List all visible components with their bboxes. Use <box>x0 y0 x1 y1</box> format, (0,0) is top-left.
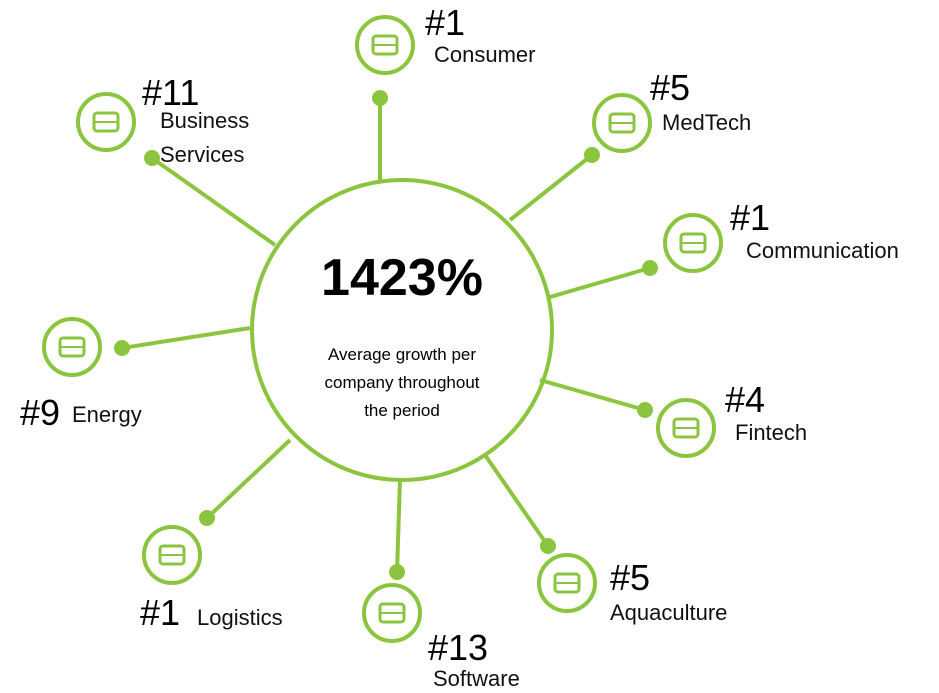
sector-label: Communication <box>746 238 899 263</box>
sector-label: Business <box>160 108 249 133</box>
center-caption: Average growth per <box>328 345 476 364</box>
sector-rank: #13 <box>428 627 488 668</box>
connector-dot <box>389 564 405 580</box>
center-circle <box>250 178 554 482</box>
connector-dot <box>372 90 388 106</box>
connector <box>549 266 651 299</box>
connector <box>150 156 277 247</box>
connector-dot <box>144 150 160 166</box>
sector-rank: #9 <box>20 392 60 433</box>
sector-rank: #1 <box>730 197 770 238</box>
sector-label: Consumer <box>434 42 535 67</box>
connector-dot <box>114 340 130 356</box>
connector-dot <box>642 260 658 276</box>
connector <box>395 479 402 573</box>
connector-dot <box>584 147 600 163</box>
connector-dot <box>637 402 653 418</box>
center-caption: company throughout <box>325 373 480 392</box>
connector-dot <box>199 510 215 526</box>
connector <box>205 438 292 520</box>
center-value: 1423% <box>321 249 483 307</box>
sector-label: Services <box>160 142 244 167</box>
sector-rank: #11 <box>142 72 199 113</box>
connector <box>483 453 550 548</box>
sector-label: Software <box>433 666 520 691</box>
sector-rank: #1 <box>425 2 465 43</box>
connector <box>121 326 251 350</box>
sector-label: Logistics <box>197 605 283 630</box>
center-caption: the period <box>364 401 440 420</box>
sector-rank: #1 <box>140 592 180 633</box>
sector-rank: #5 <box>610 557 650 598</box>
connector <box>508 153 594 222</box>
sector-label: MedTech <box>662 110 751 135</box>
connector <box>539 378 646 412</box>
connector-dot <box>540 538 556 554</box>
sector-label: Fintech <box>735 420 807 445</box>
sector-rank: #4 <box>725 379 765 420</box>
sector-label: Energy <box>72 402 142 427</box>
sector-rank: #5 <box>650 67 690 108</box>
sector-label: Aquaculture <box>610 600 727 625</box>
